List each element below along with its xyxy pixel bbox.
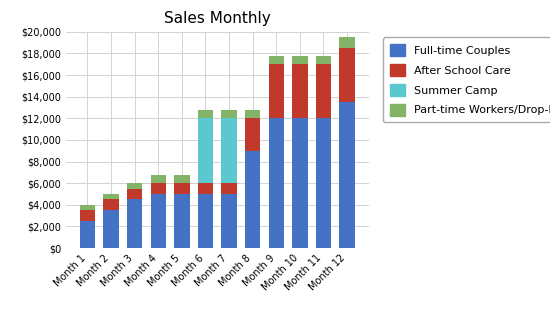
Bar <box>80 205 95 210</box>
Bar <box>292 56 307 64</box>
Bar <box>174 175 190 183</box>
Bar <box>198 118 213 183</box>
Bar <box>103 194 119 199</box>
Bar <box>127 189 142 199</box>
Bar <box>268 56 284 64</box>
Bar <box>339 37 355 48</box>
Bar <box>80 210 95 221</box>
Bar <box>127 199 142 248</box>
Bar <box>198 194 213 248</box>
Bar <box>103 210 119 248</box>
Bar <box>151 183 166 194</box>
Bar <box>268 118 284 248</box>
Bar <box>292 118 307 248</box>
Bar <box>222 118 236 183</box>
Title: Sales Monthly: Sales Monthly <box>164 11 271 26</box>
Bar <box>174 183 190 194</box>
Bar <box>316 64 331 118</box>
Bar <box>339 102 355 248</box>
Bar <box>80 221 95 248</box>
Bar <box>292 64 307 118</box>
Bar <box>222 183 236 194</box>
Bar <box>245 110 260 118</box>
Bar <box>339 48 355 102</box>
Bar <box>222 194 236 248</box>
Bar <box>103 199 119 210</box>
Bar <box>198 110 213 118</box>
Bar <box>268 64 284 118</box>
Bar <box>174 194 190 248</box>
Bar <box>316 118 331 248</box>
Bar <box>127 183 142 189</box>
Bar <box>198 183 213 194</box>
Bar <box>245 151 260 248</box>
Bar <box>151 175 166 183</box>
Bar <box>245 118 260 151</box>
Legend: Full-time Couples, After School Care, Summer Camp, Part-time Workers/Drop-Ins: Full-time Couples, After School Care, Su… <box>383 37 550 122</box>
Bar <box>222 110 236 118</box>
Bar <box>151 194 166 248</box>
Bar <box>316 56 331 64</box>
